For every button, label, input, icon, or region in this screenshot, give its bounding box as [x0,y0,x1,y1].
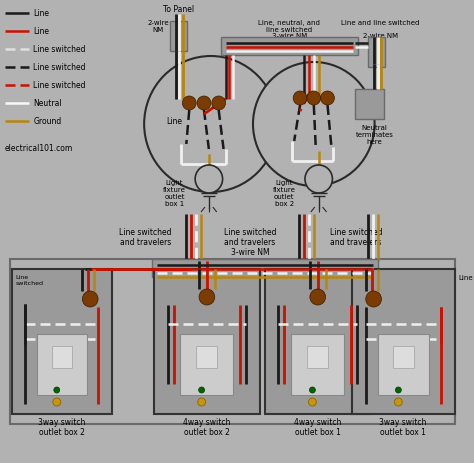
Circle shape [307,92,320,106]
Bar [378,335,429,395]
Text: Line switched: Line switched [33,63,86,72]
Bar [10,259,455,424]
Bar [368,38,385,68]
Circle shape [310,289,326,305]
Circle shape [305,166,332,194]
Text: Line switched
and travelers: Line switched and travelers [119,227,172,247]
Bar [196,347,218,368]
Circle shape [310,387,315,393]
Text: Line, neutral, and
line switched: Line, neutral, and line switched [258,20,320,33]
Bar [355,90,384,120]
Circle shape [197,97,211,111]
Text: Line switched: Line switched [33,45,86,54]
Circle shape [198,398,206,406]
Bar [307,347,328,368]
Text: Line switched
and travelers: Line switched and travelers [330,227,382,247]
Circle shape [199,289,215,305]
Text: Ground: Ground [33,117,62,126]
Text: 3-wire NM: 3-wire NM [231,247,269,257]
Text: 2-wire
NM: 2-wire NM [147,20,169,33]
Circle shape [309,398,316,406]
Text: 4way switch
outlet box 2: 4way switch outlet box 2 [183,417,230,437]
Bar [154,269,260,414]
Text: Line: Line [458,275,473,281]
Text: Line switched
and travelers: Line switched and travelers [224,227,276,247]
Text: Line: Line [33,9,49,19]
Text: 4way switch
outlet box 1: 4way switch outlet box 1 [294,417,341,437]
Text: electrical101.com: electrical101.com [5,144,73,153]
Text: Line: Line [33,27,49,37]
Circle shape [212,97,226,111]
Circle shape [182,97,196,111]
Bar [352,269,455,414]
Circle shape [199,387,205,393]
Text: 3way switch
outlet box 1: 3way switch outlet box 1 [379,417,427,437]
Text: Line: Line [167,117,182,126]
Circle shape [195,166,223,194]
Circle shape [366,291,382,307]
Circle shape [394,398,402,406]
Text: Neutral
terminates
here: Neutral terminates here [356,125,393,144]
Text: Neutral: Neutral [33,99,62,108]
Text: 3-wire NM: 3-wire NM [272,33,307,39]
Bar [170,22,187,52]
Circle shape [54,387,60,393]
Circle shape [144,57,277,193]
Text: Line
switched: Line switched [16,275,44,285]
Circle shape [82,291,98,307]
Bar [393,347,414,368]
Text: Line switched: Line switched [33,81,86,90]
Text: 3way switch
outlet box 2: 3way switch outlet box 2 [38,417,85,437]
Bar [52,347,72,368]
Text: Light
fixture
outlet
box 1: Light fixture outlet box 1 [163,180,186,206]
Circle shape [395,387,401,393]
Circle shape [53,398,61,406]
Circle shape [253,63,374,187]
Bar [220,38,358,56]
Bar [265,269,371,414]
Bar [291,335,344,395]
Bar [152,259,377,277]
Bar [37,335,87,395]
Text: To Panel: To Panel [163,5,194,14]
Text: Light
fixture
outlet
box 2: Light fixture outlet box 2 [273,180,296,206]
Circle shape [320,92,334,106]
Circle shape [293,92,307,106]
Bar [12,269,112,414]
Bar [181,335,233,395]
Text: Line and line switched: Line and line switched [341,20,419,26]
Text: 2-wire NM: 2-wire NM [363,33,398,39]
